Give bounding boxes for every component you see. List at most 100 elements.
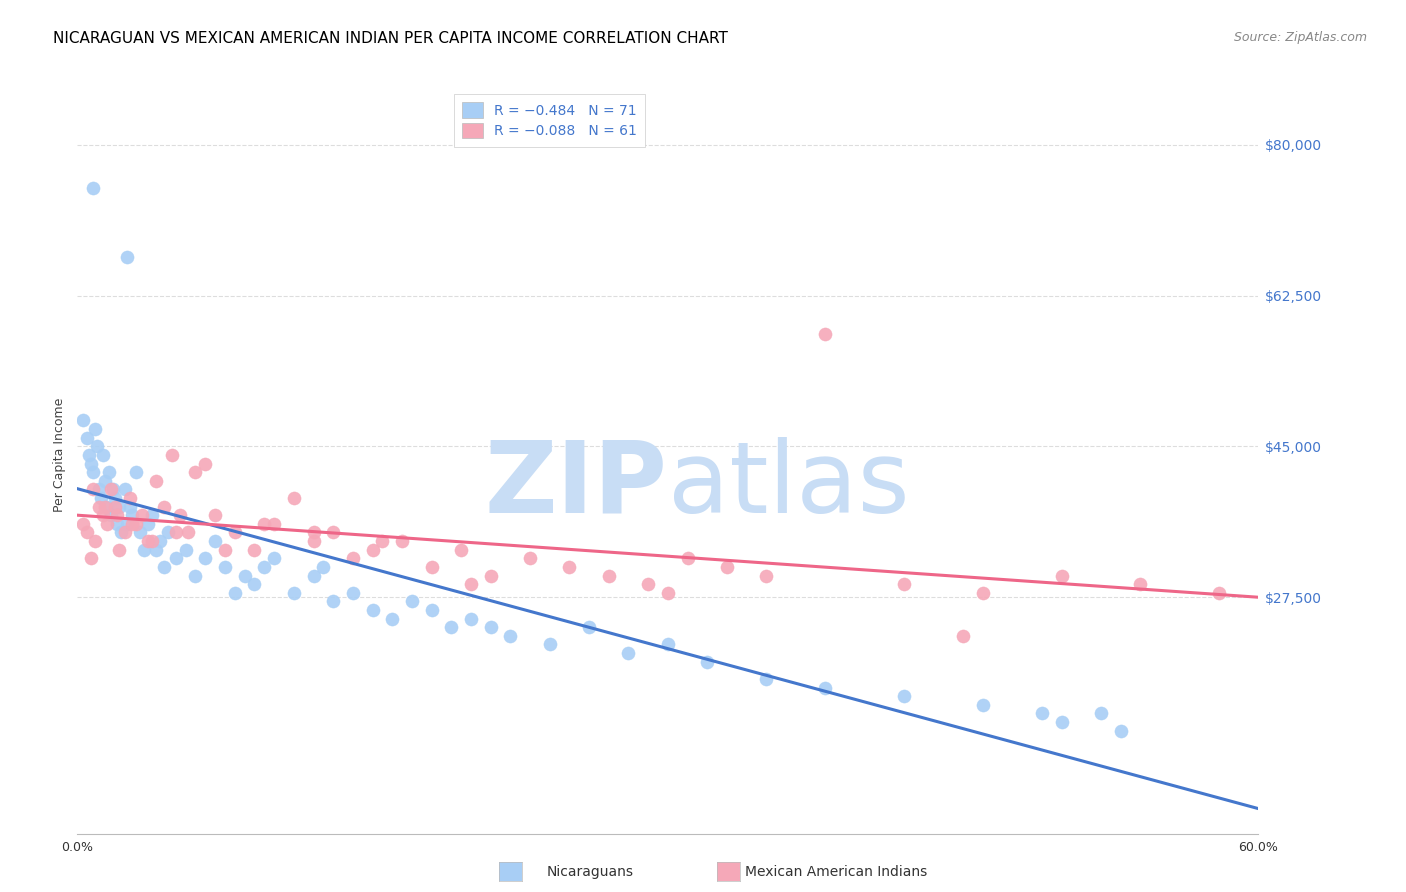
Point: [80, 457, 103, 471]
Point: [96, 500, 118, 514]
Point: [972, 698, 994, 712]
Point: [84, 422, 107, 436]
Point: [460, 612, 482, 626]
Point: [84, 534, 107, 549]
Point: [637, 577, 659, 591]
Point: [97, 465, 120, 479]
Point: [381, 612, 404, 626]
Y-axis label: Per Capita Income: Per Capita Income: [53, 398, 66, 512]
Point: [420, 603, 443, 617]
Point: [107, 542, 129, 557]
Legend: R = −0.484   N = 71, R = −0.088   N = 61: R = −0.484 N = 71, R = −0.088 N = 61: [454, 95, 645, 147]
Text: atlas: atlas: [668, 437, 910, 533]
Point: [755, 672, 778, 686]
Point: [204, 534, 226, 549]
Point: [283, 586, 305, 600]
Point: [479, 620, 502, 634]
Point: [538, 637, 561, 651]
Point: [136, 516, 159, 531]
Point: [322, 594, 344, 608]
Point: [578, 620, 600, 634]
Point: [105, 508, 128, 523]
Point: [141, 534, 163, 549]
Point: [371, 534, 394, 549]
Point: [391, 534, 413, 549]
Point: [194, 457, 217, 471]
Point: [893, 689, 915, 703]
Point: [361, 542, 384, 557]
Point: [72, 516, 94, 531]
Point: [342, 551, 364, 566]
Point: [136, 534, 159, 549]
Point: [617, 646, 640, 660]
Point: [104, 491, 127, 505]
Point: [94, 500, 117, 514]
Point: [100, 508, 122, 523]
Point: [87, 483, 110, 497]
Point: [91, 448, 114, 462]
Text: Mexican American Indians: Mexican American Indians: [745, 865, 928, 880]
Point: [696, 655, 718, 669]
Point: [657, 586, 679, 600]
Point: [77, 448, 100, 462]
Point: [1050, 568, 1073, 582]
Point: [107, 500, 129, 514]
Point: [90, 491, 112, 505]
Point: [1050, 714, 1073, 729]
Point: [156, 525, 179, 540]
Point: [233, 568, 256, 582]
Point: [401, 594, 423, 608]
Point: [101, 483, 124, 497]
Point: [145, 542, 167, 557]
Point: [1090, 706, 1112, 721]
Point: [243, 577, 266, 591]
Point: [110, 525, 132, 540]
Point: [204, 508, 226, 523]
Point: [134, 542, 156, 557]
Point: [160, 448, 183, 462]
Point: [450, 542, 472, 557]
Point: [121, 508, 143, 523]
Point: [519, 551, 541, 566]
Point: [125, 516, 148, 531]
Point: [312, 560, 335, 574]
Point: [253, 560, 276, 574]
Point: [153, 500, 176, 514]
Point: [169, 508, 191, 523]
Point: [893, 577, 915, 591]
Point: [120, 500, 142, 514]
Point: [87, 500, 110, 514]
Point: [184, 568, 207, 582]
Point: [82, 465, 104, 479]
Point: [153, 560, 176, 574]
Point: [82, 181, 104, 195]
Point: [121, 516, 143, 531]
Point: [598, 568, 620, 582]
Point: [322, 525, 344, 540]
Point: [814, 327, 837, 342]
Point: [1031, 706, 1053, 721]
Point: [263, 516, 285, 531]
Point: [100, 483, 122, 497]
Point: [302, 534, 325, 549]
Point: [114, 483, 136, 497]
Point: [114, 525, 136, 540]
Point: [131, 508, 153, 523]
Point: [263, 551, 285, 566]
Point: [342, 586, 364, 600]
Text: NICARAGUAN VS MEXICAN AMERICAN INDIAN PER CAPITA INCOME CORRELATION CHART: NICARAGUAN VS MEXICAN AMERICAN INDIAN PE…: [53, 31, 728, 46]
Point: [361, 603, 384, 617]
Point: [184, 465, 207, 479]
Point: [86, 439, 108, 453]
Point: [76, 525, 98, 540]
Point: [125, 465, 148, 479]
Point: [420, 560, 443, 574]
Point: [141, 508, 163, 523]
Point: [302, 568, 325, 582]
Point: [499, 629, 522, 643]
Point: [814, 681, 837, 695]
Point: [165, 551, 187, 566]
Point: [174, 542, 197, 557]
Point: [283, 491, 305, 505]
Point: [120, 491, 142, 505]
